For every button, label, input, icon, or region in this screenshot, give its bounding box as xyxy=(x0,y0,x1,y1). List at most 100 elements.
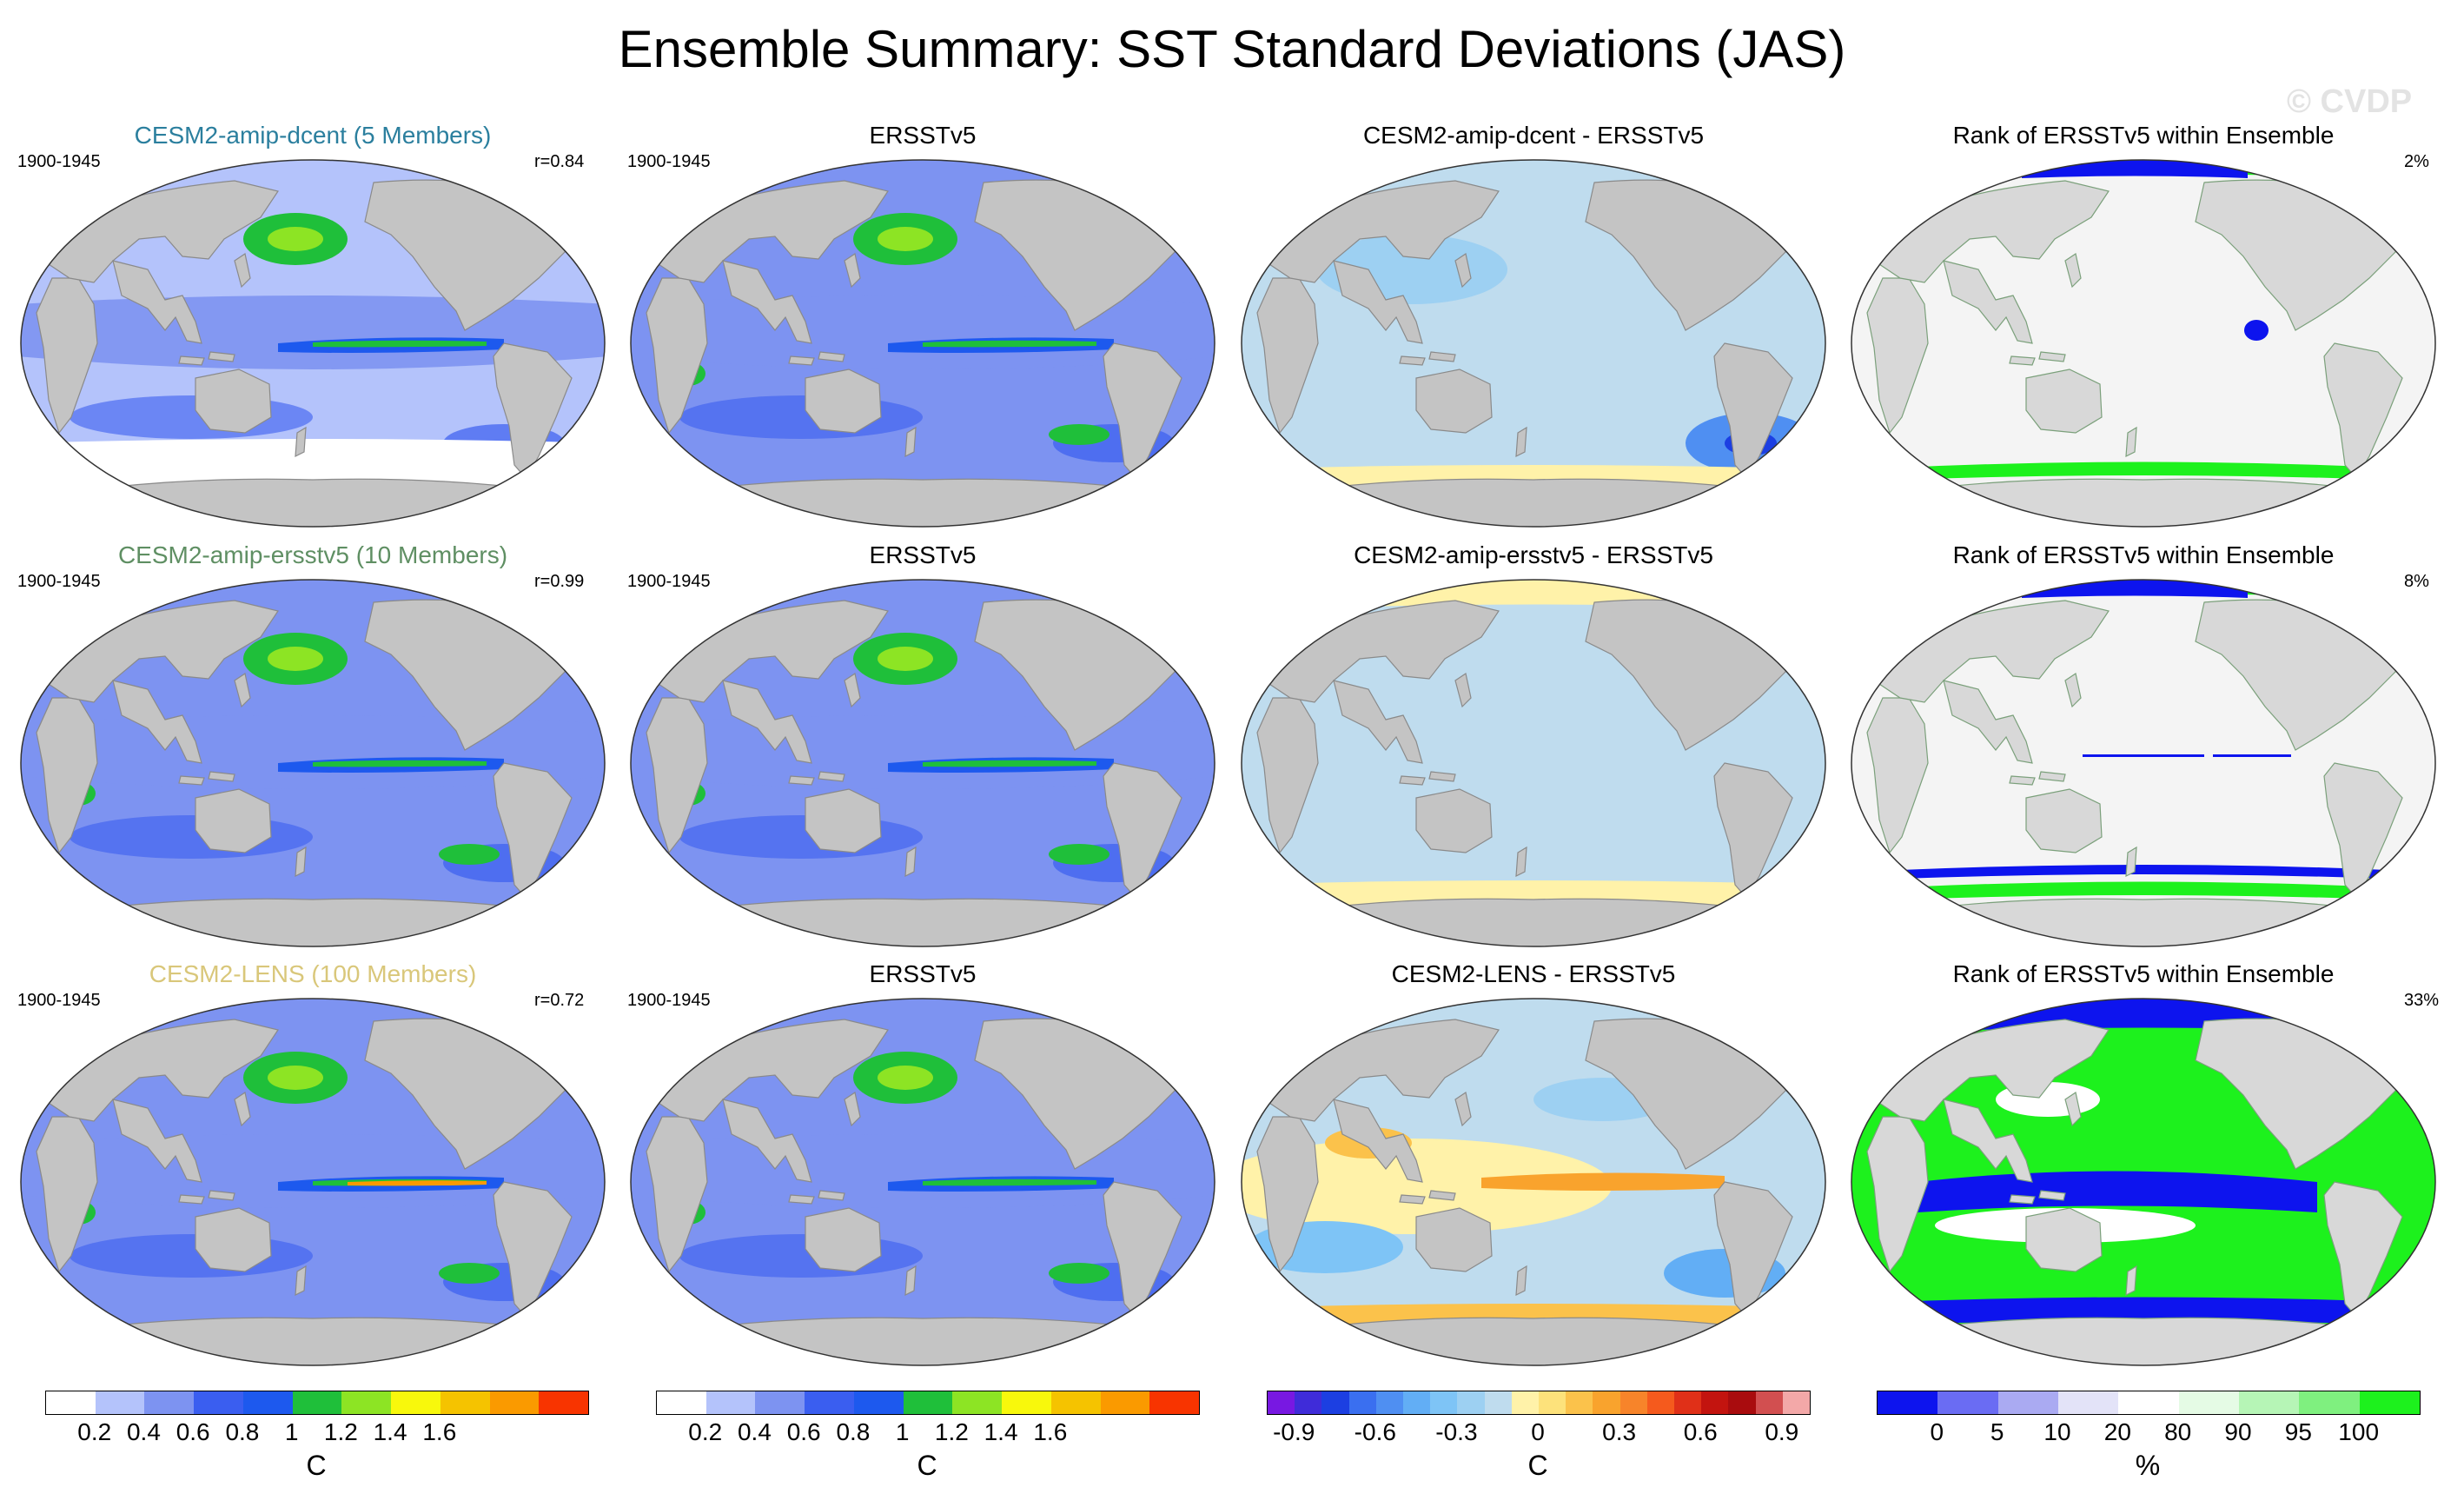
model-period-label: 1900-1945 xyxy=(17,991,101,1010)
diff-map xyxy=(1238,576,1829,950)
colorbar-tick-label: 0.8 xyxy=(836,1418,871,1445)
colorbar-tick-label: 1.4 xyxy=(373,1418,407,1445)
colorbar-tick-label: 1.6 xyxy=(422,1418,457,1445)
colorbar-tick-label: 1 xyxy=(284,1418,299,1445)
colorbar-segment xyxy=(1430,1391,1458,1414)
colorbar-segment xyxy=(489,1391,540,1414)
model-correlation-label: r=0.99 xyxy=(534,572,585,591)
colorbar-tick-label: 0.2 xyxy=(77,1418,112,1445)
colorbar-segment xyxy=(194,1391,243,1414)
colorbar-segment xyxy=(46,1391,96,1414)
diff-panel-title: CESM2-amip-dcent - ERSSTv5 xyxy=(1362,122,1705,149)
diff-map xyxy=(1238,995,1829,1369)
colorbar-tick-label: 1.6 xyxy=(1033,1418,1068,1445)
colorbar-strip xyxy=(1267,1391,1811,1415)
colorbar-segment xyxy=(1149,1391,1200,1414)
colorbar-tick-label: 95 xyxy=(2284,1418,2312,1445)
colorbar-segment xyxy=(1484,1391,1512,1414)
rank-panel-title: Rank of ERSSTv5 within Ensemble xyxy=(1952,122,2335,149)
rank-panel-title: Rank of ERSSTv5 within Ensemble xyxy=(1952,960,2335,987)
rank-percent-label: 33% xyxy=(2404,991,2440,1010)
colorbar-segment xyxy=(1937,1391,1998,1414)
model-period-label: 1900-1945 xyxy=(17,572,101,591)
colorbar-unit-label: C xyxy=(917,1450,937,1481)
obs-panel-title: ERSSTv5 xyxy=(869,541,977,568)
model-panel-title: CESM2-amip-ersstv5 (10 Members) xyxy=(117,541,508,568)
colorbar-tick-label: 100 xyxy=(2338,1418,2380,1445)
colorbar-segment xyxy=(1050,1391,1101,1414)
colorbar-segment xyxy=(853,1391,904,1414)
colorbar-unit-label: C xyxy=(1527,1450,1548,1481)
colorbar-segment xyxy=(2057,1391,2119,1414)
colorbar-segment xyxy=(1321,1391,1349,1414)
cvdp-watermark: © CVDP xyxy=(2287,83,2413,120)
colorbar-unit-label: % xyxy=(2135,1450,2161,1481)
colorbar-tick-label: 0.6 xyxy=(176,1418,210,1445)
colorbar-tick-label: 0.6 xyxy=(786,1418,821,1445)
model-sd-map xyxy=(17,576,608,950)
colorbar-segment xyxy=(1566,1391,1593,1414)
colorbar-tick-label: 0.8 xyxy=(225,1418,260,1445)
colorbar-segment xyxy=(1348,1391,1376,1414)
colorbar-segment xyxy=(440,1391,490,1414)
colorbar-segment xyxy=(705,1391,756,1414)
colorbar-tick-label: 0.4 xyxy=(737,1418,772,1445)
diff-map xyxy=(1238,156,1829,530)
obs-period-label: 1900-1945 xyxy=(627,572,711,591)
colorbar-tick-label: 1.4 xyxy=(984,1418,1018,1445)
obs-panel-title: ERSSTv5 xyxy=(869,122,977,149)
colorbar-tick-label: 0.4 xyxy=(126,1418,161,1445)
colorbar-segment xyxy=(755,1391,805,1414)
colorbar-unit-label: C xyxy=(306,1450,327,1481)
rank-percent-label: 8% xyxy=(2404,572,2429,591)
colorbar-segment xyxy=(1295,1391,1322,1414)
colorbar-tick-label: -0.6 xyxy=(1354,1418,1396,1445)
colorbar-segment xyxy=(903,1391,953,1414)
rank-map xyxy=(1848,576,2439,950)
colorbar-segment xyxy=(657,1391,706,1414)
obs-sd-map xyxy=(627,995,1218,1369)
colorbar-segment xyxy=(1728,1391,1756,1414)
rank-map xyxy=(1848,995,2439,1369)
rank-percent-label: 2% xyxy=(2404,152,2429,171)
colorbar-segment xyxy=(144,1391,195,1414)
colorbar-tick-label: 1 xyxy=(895,1418,910,1445)
rank-panel-title: Rank of ERSSTv5 within Ensemble xyxy=(1952,541,2335,568)
obs-period-label: 1900-1945 xyxy=(627,991,711,1010)
model-panel-title: CESM2-amip-dcent (5 Members) xyxy=(134,122,492,149)
colorbar-tick-label: 0.9 xyxy=(1765,1418,1799,1445)
colorbar-segment xyxy=(2238,1391,2300,1414)
colorbar-segment xyxy=(391,1391,440,1414)
colorbar-segment xyxy=(341,1391,392,1414)
colorbar-strip xyxy=(656,1391,1200,1415)
colorbar-strip xyxy=(45,1391,589,1415)
colorbar-segment xyxy=(292,1391,342,1414)
colorbar-segment xyxy=(2359,1391,2420,1414)
colorbar-tick-label: 0 xyxy=(1531,1418,1545,1445)
colorbar-tick-label: -0.9 xyxy=(1273,1418,1315,1445)
colorbar-segment xyxy=(2299,1391,2360,1414)
colorbar-segment xyxy=(805,1391,854,1414)
obs-sd-map xyxy=(627,576,1218,950)
colorbar-tick-label: 10 xyxy=(2043,1418,2071,1445)
colorbar-tick-label: 0 xyxy=(1930,1418,1944,1445)
obs-period-label: 1900-1945 xyxy=(627,152,711,171)
colorbar-segment xyxy=(1997,1391,2058,1414)
colorbar-segment xyxy=(952,1391,1003,1414)
colorbar-segment xyxy=(1539,1391,1566,1414)
colorbar-segment xyxy=(1457,1391,1485,1414)
colorbar-tick-label: 20 xyxy=(2103,1418,2131,1445)
model-panel-title: CESM2-LENS (100 Members) xyxy=(149,960,477,987)
colorbar-segment xyxy=(1403,1391,1431,1414)
figure-title: Ensemble Summary: SST Standard Deviation… xyxy=(618,20,1846,78)
colorbar-segment xyxy=(2118,1391,2179,1414)
colorbar-segment xyxy=(1619,1391,1647,1414)
colorbar-segment xyxy=(1593,1391,1620,1414)
colorbar-segment xyxy=(1511,1391,1540,1414)
colorbar-segment xyxy=(1701,1391,1729,1414)
colorbar-segment xyxy=(1782,1391,1811,1414)
diff-panel-title: CESM2-LENS - ERSSTv5 xyxy=(1391,960,1676,987)
colorbar-tick-label: 0.3 xyxy=(1602,1418,1637,1445)
colorbar-segment xyxy=(1646,1391,1675,1414)
colorbar-tick-label: 80 xyxy=(2164,1418,2192,1445)
